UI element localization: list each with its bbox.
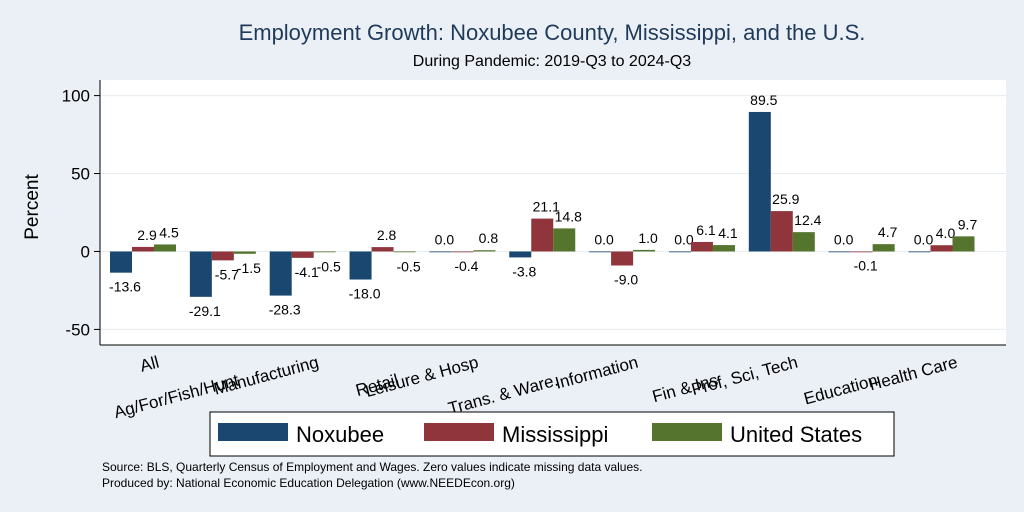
data-label: -9.0 xyxy=(614,272,638,288)
bar xyxy=(828,251,851,253)
bar xyxy=(110,251,132,273)
data-label: 2.9 xyxy=(137,227,157,243)
y-axis-label: Percent xyxy=(22,174,43,240)
y-tick-label: 0 xyxy=(81,242,90,261)
bar xyxy=(712,245,735,252)
data-label: -3.8 xyxy=(512,263,536,279)
data-label: -29.1 xyxy=(189,303,221,319)
data-label: 0.0 xyxy=(834,231,854,247)
producer-note: Produced by: National Economic Education… xyxy=(102,476,515,490)
bar xyxy=(313,251,336,253)
bar xyxy=(872,244,895,252)
chart-subtitle: During Pandemic: 2019-Q3 to 2024-Q3 xyxy=(413,53,691,70)
y-tick-label: 50 xyxy=(71,165,90,184)
bar xyxy=(349,251,372,280)
bar xyxy=(850,251,873,253)
bar xyxy=(930,245,953,252)
data-label: 9.7 xyxy=(958,216,978,232)
legend-swatch xyxy=(424,423,494,441)
data-label: 4.5 xyxy=(159,224,179,240)
data-label: -0.4 xyxy=(454,258,478,274)
data-label: 21.1 xyxy=(533,199,560,215)
legend-swatch xyxy=(652,423,722,441)
bar xyxy=(451,251,474,253)
y-tick-label: 100 xyxy=(62,87,90,106)
x-tick-label: All xyxy=(138,353,161,376)
legend-swatch xyxy=(218,423,288,441)
bar xyxy=(952,236,975,252)
legend-label: Mississippi xyxy=(502,422,608,447)
bar xyxy=(233,251,256,254)
bar xyxy=(748,111,771,252)
data-label: 6.1 xyxy=(696,222,716,238)
data-label: 12.4 xyxy=(794,212,821,228)
bar xyxy=(611,251,634,266)
data-label: 0.8 xyxy=(479,230,499,246)
bar xyxy=(429,251,452,253)
legend: Noxubee Mississippi United States xyxy=(209,411,895,457)
data-label: 0.0 xyxy=(674,231,694,247)
bar xyxy=(154,244,176,252)
data-label: 4.0 xyxy=(936,225,956,241)
bar xyxy=(531,218,554,252)
data-label: 1.0 xyxy=(638,230,658,246)
y-tick-label: -50 xyxy=(65,320,90,339)
data-label: -5.7 xyxy=(215,266,239,282)
bar xyxy=(633,249,656,252)
bar xyxy=(690,241,713,252)
data-label: 0.0 xyxy=(594,231,614,247)
data-label: -28.3 xyxy=(269,302,301,318)
data-label: -18.0 xyxy=(349,286,381,302)
bar xyxy=(908,251,931,253)
data-label: -4.1 xyxy=(295,264,319,280)
data-label: -0.1 xyxy=(854,258,878,274)
bar xyxy=(509,251,532,258)
bar xyxy=(211,251,234,261)
data-label: 89.5 xyxy=(750,92,777,108)
bar xyxy=(189,251,212,297)
data-label: -0.5 xyxy=(396,258,420,274)
data-label: 4.1 xyxy=(718,225,738,241)
data-label: -0.5 xyxy=(317,258,341,274)
bar xyxy=(269,251,292,296)
data-label: 25.9 xyxy=(772,191,799,207)
bar xyxy=(668,251,691,253)
data-label: 14.8 xyxy=(555,208,582,224)
bar xyxy=(393,251,416,253)
legend-label: United States xyxy=(730,422,862,447)
data-label: -1.5 xyxy=(237,260,261,276)
legend-label: Noxubee xyxy=(296,422,384,447)
bar xyxy=(473,250,496,252)
bar xyxy=(132,246,154,252)
data-label: 4.7 xyxy=(878,224,898,240)
bar xyxy=(770,211,793,252)
data-label: -13.6 xyxy=(109,279,141,295)
bar xyxy=(589,251,612,253)
plot-area: -50 0 50 100 -13.6 -29.1 -28.3 -18.0 0.0 -3.8 0.0 0… xyxy=(62,80,1006,422)
chart-title: Employment Growth: Noxubee County, Missi… xyxy=(239,20,866,45)
data-label: 2.8 xyxy=(377,227,397,243)
data-label: 0.0 xyxy=(435,231,455,247)
bar xyxy=(371,247,394,252)
data-label: 0.0 xyxy=(914,231,934,247)
source-note: Source: BLS, Quarterly Census of Employm… xyxy=(102,460,642,474)
bar xyxy=(291,251,314,258)
bar xyxy=(792,232,815,252)
plot-background xyxy=(100,80,1006,345)
bar xyxy=(553,228,576,252)
legend-box xyxy=(209,411,895,457)
